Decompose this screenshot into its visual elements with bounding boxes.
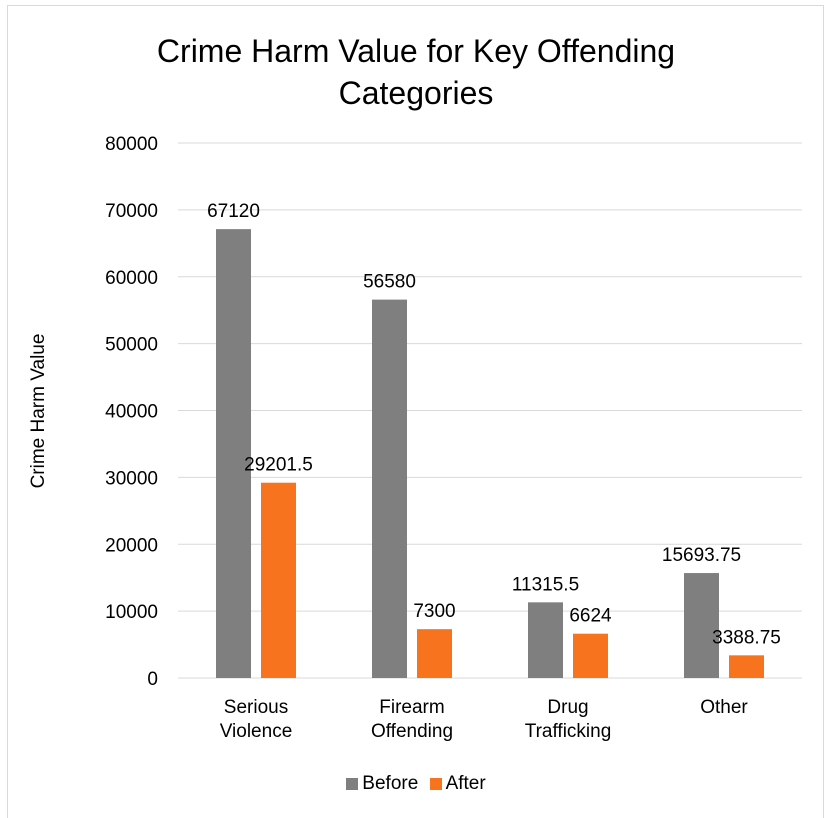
data-label-before: 67120 [207,201,260,222]
chart-frame [7,5,824,818]
data-label-after: 29201.5 [244,455,313,476]
legend-item-after: After [429,773,486,795]
legend-swatch-before [346,778,359,790]
data-label-before: 15693.75 [662,545,741,566]
bar-after [573,633,608,678]
chart-title-line-1: Crime Harm Value for Key Offending [156,33,676,69]
x-tick-label: Drug [547,697,588,718]
legend-label-before: Before [362,773,419,794]
y-tick-label: 50000 [105,335,158,356]
bar-before [684,573,719,678]
data-label-before: 11315.5 [512,574,579,595]
chart-title-line-2: Categories [338,75,494,111]
x-tick-label: Serious [224,697,288,718]
bar-after [417,629,452,678]
y-tick-label: 70000 [105,201,158,222]
bar-before [372,299,407,678]
y-tick-label: 30000 [105,468,158,489]
x-tick-label: Trafficking [525,721,612,742]
y-tick-label: 40000 [105,402,158,423]
bar-before [528,602,563,678]
y-tick-label: 80000 [105,134,158,155]
bar-after [729,655,764,678]
x-tick-label: Firearm [379,697,444,718]
bar-before [216,229,251,678]
data-label-after: 3388.75 [712,627,781,648]
legend-label-after: After [445,773,486,794]
legend-item-before: Before [346,773,418,795]
y-tick-label: 20000 [105,535,158,556]
legend-swatch-after [429,778,442,790]
x-tick-label: Violence [220,721,293,742]
y-tick-label: 60000 [105,268,158,289]
y-tick-label: 10000 [105,602,158,623]
data-label-after: 6624 [569,606,612,627]
data-label-before: 56580 [363,272,416,293]
x-tick-label: Other [700,697,748,718]
x-tick-label: Offending [371,721,453,742]
y-axis-label: Crime Harm Value [28,334,49,489]
legend: Before After [0,773,832,796]
y-tick-label: 0 [147,669,158,690]
bar-after [261,482,296,678]
chart-title: Crime Harm Value for Key Offending Categ… [0,30,832,114]
data-label-after: 7300 [413,601,455,622]
